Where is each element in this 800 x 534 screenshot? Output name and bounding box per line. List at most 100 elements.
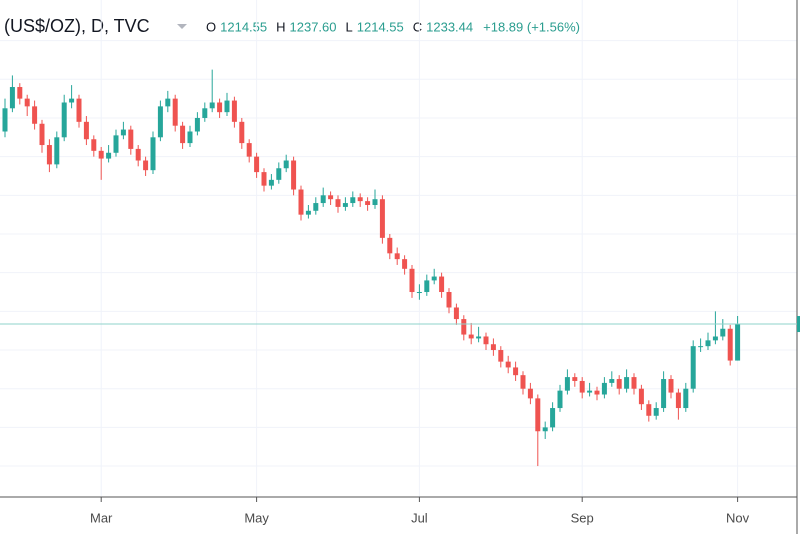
candle-body bbox=[727, 328, 733, 361]
candle-body bbox=[254, 156, 260, 173]
candle-body bbox=[601, 382, 607, 395]
change-value: +18.89 (+1.56%) bbox=[483, 19, 580, 34]
candle-body bbox=[276, 168, 282, 180]
candle-body bbox=[157, 106, 163, 138]
candle-body bbox=[283, 160, 289, 169]
candle-body bbox=[17, 87, 23, 99]
candle-body bbox=[54, 137, 60, 165]
candle-body bbox=[172, 98, 178, 126]
candle-body bbox=[705, 340, 711, 347]
candle-body bbox=[616, 379, 622, 389]
candle-body bbox=[579, 380, 585, 393]
candle-body bbox=[527, 388, 533, 399]
ohlc-value: 1214.55 bbox=[357, 19, 404, 34]
candle-body bbox=[557, 390, 563, 409]
candle-body bbox=[638, 388, 644, 405]
ohlc-legend: O 1214.55 H 1237.60 L 1214.55 C 1233.44 +18.89 (… bbox=[206, 19, 580, 34]
candle-body bbox=[653, 408, 659, 416]
candle-body bbox=[661, 379, 667, 409]
candle-body bbox=[150, 137, 156, 171]
candle-body bbox=[609, 379, 615, 383]
candle-body bbox=[305, 210, 311, 215]
candle-body bbox=[690, 346, 696, 389]
candle-body bbox=[231, 100, 237, 122]
candle-body bbox=[9, 87, 15, 109]
ohlc-key: O bbox=[206, 19, 216, 34]
candle-body bbox=[490, 344, 496, 351]
candle-body bbox=[683, 388, 689, 409]
candle-body bbox=[379, 199, 385, 238]
candle-body bbox=[402, 259, 408, 269]
x-tick-label: Mar bbox=[90, 510, 113, 525]
candle-body bbox=[165, 98, 171, 107]
candle-body bbox=[720, 328, 726, 337]
candle-body bbox=[2, 108, 8, 132]
candle-body bbox=[135, 148, 141, 161]
candle-body bbox=[239, 121, 245, 144]
candle-body bbox=[320, 195, 326, 204]
candle-body bbox=[675, 392, 681, 409]
candle-body bbox=[83, 121, 89, 140]
candles bbox=[2, 69, 741, 467]
candle-body bbox=[513, 367, 519, 376]
candle-body bbox=[572, 377, 578, 381]
x-tick-label: Jul bbox=[411, 510, 428, 525]
ohlc-value: 1233.44 bbox=[426, 19, 473, 34]
symbol-title: (US$/OZ), D, TVC bbox=[4, 16, 150, 36]
candle-body bbox=[468, 334, 474, 339]
symbol-dropdown[interactable] bbox=[177, 24, 187, 29]
candle-body bbox=[357, 197, 363, 202]
candle-body bbox=[261, 172, 267, 186]
candle-body bbox=[187, 131, 193, 144]
candle-body bbox=[631, 377, 637, 389]
candle-body bbox=[550, 408, 556, 428]
candle-body bbox=[335, 199, 341, 207]
candle-body bbox=[387, 237, 393, 254]
ohlc-value: 1214.55 bbox=[220, 19, 267, 34]
candle-body bbox=[624, 377, 630, 389]
last-price-tag bbox=[797, 316, 800, 333]
candle-body bbox=[209, 102, 215, 109]
x-tick-label: Sep bbox=[571, 510, 594, 525]
ohlc-value: 1237.60 bbox=[290, 19, 337, 34]
candle-body bbox=[564, 377, 570, 391]
candle-body bbox=[342, 203, 348, 207]
candle-body bbox=[217, 102, 223, 113]
candle-body bbox=[394, 253, 400, 260]
candle-body bbox=[46, 145, 52, 165]
ohlc-key: L bbox=[346, 19, 353, 34]
candle-body bbox=[505, 361, 511, 368]
candle-body bbox=[698, 346, 704, 348]
candle-body bbox=[409, 268, 415, 293]
ohlc-key: H bbox=[276, 19, 285, 34]
candle-body bbox=[61, 102, 67, 138]
candle-body bbox=[106, 152, 112, 159]
candle-body bbox=[646, 404, 652, 416]
candle-body bbox=[32, 106, 38, 124]
candle-body bbox=[76, 98, 82, 122]
candle-body bbox=[446, 292, 452, 308]
candle-body bbox=[668, 379, 674, 393]
candle-body bbox=[143, 160, 149, 171]
ohlc-key: C bbox=[413, 19, 422, 34]
candle-body bbox=[246, 143, 252, 157]
candle-body bbox=[476, 336, 482, 339]
candle-body bbox=[39, 123, 45, 146]
candle-body bbox=[113, 135, 119, 153]
candle-body bbox=[587, 390, 593, 393]
candle-body bbox=[535, 398, 541, 432]
candle-body bbox=[735, 324, 741, 361]
candle-body bbox=[128, 129, 134, 149]
candle-body bbox=[439, 276, 445, 293]
candle-body bbox=[431, 276, 437, 281]
candle-body bbox=[120, 129, 126, 136]
candle-body bbox=[416, 292, 422, 294]
candle-body bbox=[298, 189, 304, 215]
candle-body bbox=[424, 280, 430, 293]
candle-body bbox=[542, 427, 548, 432]
candle-body bbox=[194, 117, 200, 132]
candle-body bbox=[313, 203, 319, 211]
candle-body bbox=[224, 100, 230, 113]
candle-body bbox=[291, 160, 297, 190]
